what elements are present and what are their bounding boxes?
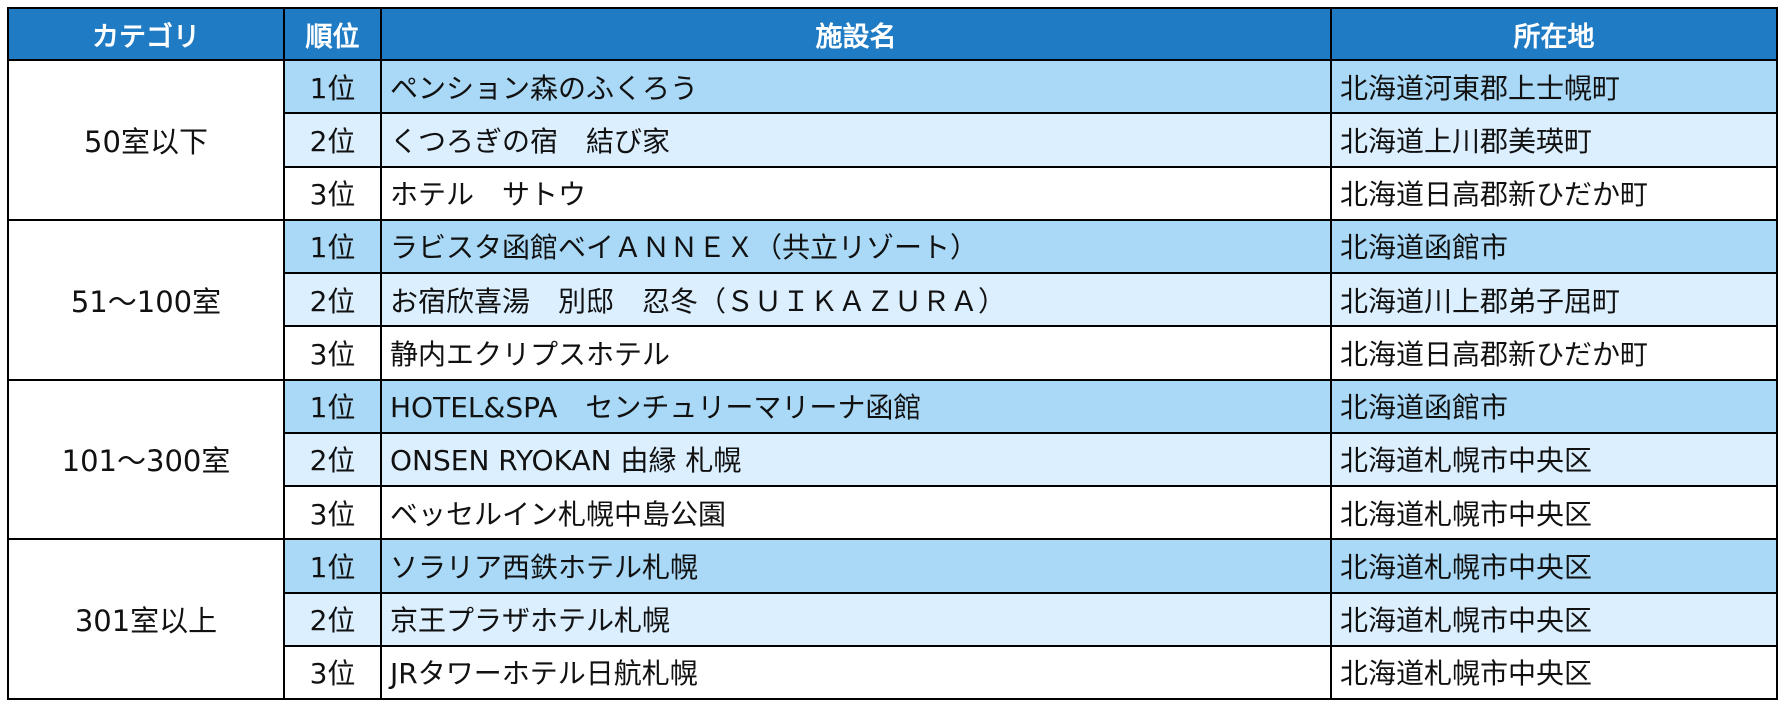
location-cell: 北海道日高郡新ひだか町	[1330, 325, 1778, 381]
facility-cell: HOTEL&SPA センチュリーマリーナ函館	[380, 378, 1332, 434]
table-row: 3位 ベッセルイン札幌中島公園 北海道札幌市中央区	[8, 484, 1778, 541]
header-facility: 施設名	[380, 7, 1332, 61]
header-location: 所在地	[1330, 7, 1778, 61]
facility-cell: ラビスタ函館ベイＡＮＮＥＸ（共立リゾート）	[380, 218, 1332, 275]
table-row: 2位 くつろぎの宿 結び家 北海道上川郡美瑛町	[8, 112, 1778, 168]
rank-cell: 1位	[283, 538, 382, 594]
rank-cell: 2位	[283, 591, 382, 647]
category-cell: 301室以上	[7, 538, 285, 700]
location-cell: 北海道札幌市中央区	[1330, 431, 1778, 488]
location-cell: 北海道札幌市中央区	[1330, 484, 1778, 541]
category-cell: 101～300室	[7, 378, 285, 541]
header-row: カテゴリ 順位 施設名 所在地	[7, 7, 1778, 61]
table-row: 301室以上 1位 ソラリア西鉄ホテル札幌 北海道札幌市中央区	[7, 538, 1778, 700]
table-row: 3位 JRタワーホテル日航札幌 北海道札幌市中央区	[8, 644, 1778, 701]
location-cell: 北海道函館市	[1330, 218, 1778, 275]
location-cell: 北海道川上郡弟子屈町	[1330, 271, 1778, 328]
rank-cell: 1位	[283, 58, 382, 115]
facility-cell: お宿欣喜湯 別邸 忍冬（ＳＵＩＫＡＺＵＲＡ）	[380, 271, 1332, 328]
facility-cell: ペンション森のふくろう	[380, 58, 1332, 115]
rank-cell: 3位	[283, 484, 382, 541]
rank-cell: 1位	[283, 218, 382, 275]
rank-cell: 2位	[283, 271, 382, 328]
category-cell: 50室以下	[7, 59, 285, 221]
facility-cell: ホテル サトウ	[380, 165, 1332, 221]
location-cell: 北海道日高郡新ひだか町	[1330, 165, 1778, 221]
facility-cell: ベッセルイン札幌中島公園	[380, 484, 1332, 541]
location-cell: 北海道札幌市中央区	[1330, 591, 1778, 647]
table-row: 50室以下 1位 ペンション森のふくろう 北海道河東郡上士幌町	[7, 58, 1778, 221]
location-cell: 北海道札幌市中央区	[1330, 538, 1778, 594]
ranking-table: カテゴリ 順位 施設名 所在地 50室以下 1位 ペンション森のふくろう 北海道…	[7, 7, 1778, 701]
facility-cell: 京王プラザホテル札幌	[380, 591, 1332, 647]
table-row: 3位 静内エクリプスホテル 北海道日高郡新ひだか町	[8, 325, 1778, 381]
table-row: 2位 京王プラザホテル札幌 北海道札幌市中央区	[8, 591, 1778, 647]
facility-cell: くつろぎの宿 結び家	[380, 112, 1332, 168]
location-cell: 北海道上川郡美瑛町	[1330, 112, 1778, 168]
facility-cell: 静内エクリプスホテル	[380, 325, 1332, 381]
facility-cell: ソラリア西鉄ホテル札幌	[380, 538, 1332, 594]
location-cell: 北海道河東郡上士幌町	[1330, 58, 1778, 115]
facility-cell: JRタワーホテル日航札幌	[380, 644, 1332, 701]
category-cell: 51～100室	[7, 218, 285, 381]
rank-cell: 3位	[283, 644, 382, 701]
table-row: 2位 お宿欣喜湯 別邸 忍冬（ＳＵＩＫＡＺＵＲＡ） 北海道川上郡弟子屈町	[8, 271, 1778, 328]
table-row: 51～100室 1位 ラビスタ函館ベイＡＮＮＥＸ（共立リゾート） 北海道函館市	[7, 218, 1778, 381]
rank-cell: 3位	[283, 325, 382, 381]
rank-cell: 2位	[283, 112, 382, 168]
header-category: カテゴリ	[7, 7, 285, 61]
table-row: 2位 ONSEN RYOKAN 由縁 札幌 北海道札幌市中央区	[8, 431, 1778, 488]
rank-cell: 1位	[283, 378, 382, 434]
rank-cell: 2位	[283, 431, 382, 488]
location-cell: 北海道札幌市中央区	[1330, 644, 1778, 701]
location-cell: 北海道函館市	[1330, 378, 1778, 434]
rank-cell: 3位	[283, 165, 382, 221]
header-rank: 順位	[283, 7, 382, 61]
facility-cell: ONSEN RYOKAN 由縁 札幌	[380, 431, 1332, 488]
table-row: 3位 ホテル サトウ 北海道日高郡新ひだか町	[8, 165, 1778, 221]
table-row: 101～300室 1位 HOTEL&SPA センチュリーマリーナ函館 北海道函館…	[7, 378, 1778, 541]
